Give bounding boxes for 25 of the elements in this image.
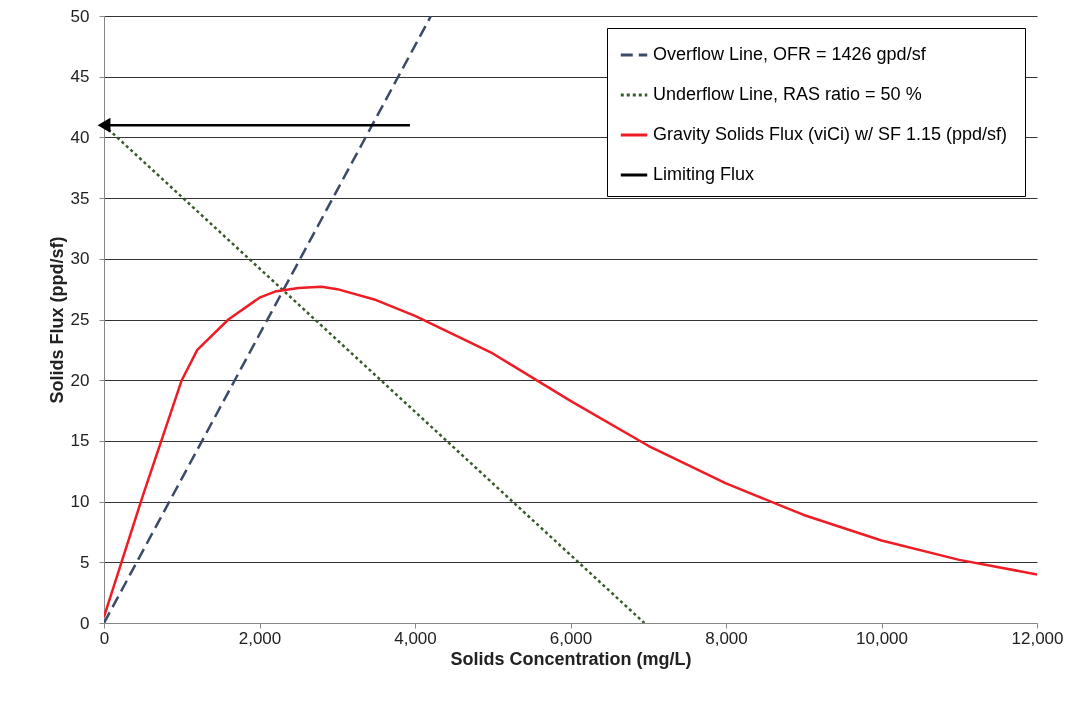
x-tick-label: 12,000 <box>1011 628 1064 648</box>
y-tick-label: 20 <box>70 370 90 390</box>
y-tick-label: 40 <box>70 127 90 147</box>
x-tick-label: 4,000 <box>394 628 437 648</box>
y-tick-label: 45 <box>70 67 90 87</box>
y-tick-label: 50 <box>70 6 90 26</box>
legend-label: Underflow Line, RAS ratio = 50 % <box>653 84 922 104</box>
legend-label: Overflow Line, OFR = 1426 gpd/sf <box>653 44 927 64</box>
x-tick-label: 8,000 <box>705 628 748 648</box>
y-tick-label: 15 <box>70 431 90 451</box>
y-tick-label: 35 <box>70 188 90 208</box>
x-tick-label: 2,000 <box>238 628 282 648</box>
x-tick-label: 6,000 <box>549 628 593 648</box>
x-axis-title: Solids Concentration (mg/L) <box>450 648 692 669</box>
y-tick-label: 30 <box>70 249 90 269</box>
y-tick-label: 0 <box>80 613 90 633</box>
x-tick-label: 10,000 <box>856 628 908 648</box>
legend-label: Gravity Solids Flux (viCi) w/ SF 1.15 (ppd/sf) <box>653 124 1008 144</box>
y-tick-label: 10 <box>70 492 90 512</box>
legend-label: Limiting Flux <box>653 164 755 184</box>
x-tick-label: 0 <box>99 628 110 648</box>
y-tick-label: 25 <box>70 310 90 329</box>
y-axis-title: Solids Flux (ppd/sf) <box>46 236 67 404</box>
y-tick-label: 5 <box>80 552 90 572</box>
line-series <box>104 285 1037 619</box>
